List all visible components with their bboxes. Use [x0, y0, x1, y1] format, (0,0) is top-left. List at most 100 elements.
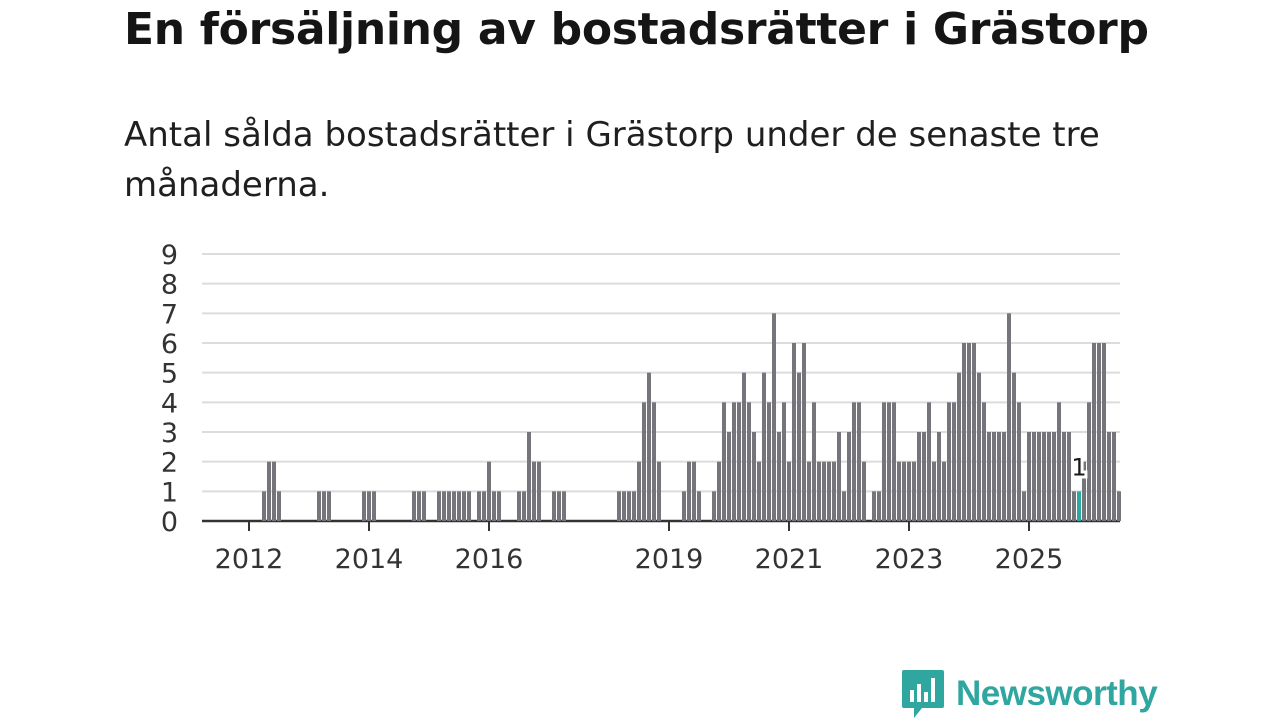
bar [737, 402, 741, 521]
bar [907, 461, 911, 521]
bar [552, 491, 556, 521]
bar [517, 491, 521, 521]
bar [1062, 432, 1066, 521]
bar [892, 402, 896, 521]
chart-bars [262, 313, 1121, 521]
bar [657, 461, 661, 521]
bar [822, 461, 826, 521]
bar [487, 461, 491, 521]
bar [1092, 343, 1096, 521]
bar [757, 461, 761, 521]
bar [792, 343, 796, 521]
bar [687, 461, 691, 521]
bar [872, 491, 876, 521]
bar [1082, 461, 1086, 521]
bar [262, 491, 266, 521]
bar [692, 461, 696, 521]
bar [977, 372, 981, 521]
bar [327, 491, 331, 521]
bar [732, 402, 736, 521]
bar [837, 432, 841, 521]
bar [622, 491, 626, 521]
bar [782, 402, 786, 521]
bar [1072, 491, 1076, 521]
bar [942, 461, 946, 521]
bar [987, 432, 991, 521]
x-tick-label: 2025 [995, 544, 1064, 575]
x-tick-label: 2016 [455, 544, 524, 575]
bar [317, 491, 321, 521]
bar [497, 491, 501, 521]
bar [882, 402, 886, 521]
bar [422, 491, 426, 521]
bar [462, 491, 466, 521]
bar [642, 402, 646, 521]
bar [1067, 432, 1071, 521]
bar [1112, 432, 1116, 521]
bar [832, 461, 836, 521]
bar [967, 343, 971, 521]
bar [492, 491, 496, 521]
bar [1007, 313, 1011, 521]
bar [847, 432, 851, 521]
bar [322, 491, 326, 521]
bar [747, 402, 751, 521]
bar [742, 372, 746, 521]
bar [1022, 491, 1026, 521]
bar [1032, 432, 1036, 521]
y-tick-label: 0 [161, 507, 178, 538]
bar [682, 491, 686, 521]
bar [557, 491, 561, 521]
bar [857, 402, 861, 521]
bar [787, 461, 791, 521]
x-tick-label: 2021 [755, 544, 824, 575]
highlight-data-label: 1 [1071, 453, 1086, 481]
bar [362, 491, 366, 521]
bar [887, 402, 891, 521]
bar [1002, 432, 1006, 521]
bar [812, 402, 816, 521]
bar [417, 491, 421, 521]
bar [1107, 432, 1111, 521]
bar [527, 432, 531, 521]
bar [852, 402, 856, 521]
x-tick-label: 2019 [635, 544, 704, 575]
bar [952, 402, 956, 521]
bar [962, 343, 966, 521]
bar [762, 372, 766, 521]
bar [982, 402, 986, 521]
bar [772, 313, 776, 521]
bar [272, 461, 276, 521]
bar [1047, 432, 1051, 521]
bar [1057, 402, 1061, 521]
bar [647, 372, 651, 521]
bar [442, 491, 446, 521]
bar [827, 461, 831, 521]
bar [902, 461, 906, 521]
bar [922, 432, 926, 521]
bar [947, 402, 951, 521]
bar [842, 491, 846, 521]
bar [1052, 432, 1056, 521]
bar [1117, 491, 1121, 521]
y-tick-label: 9 [161, 240, 178, 271]
bar [452, 491, 456, 521]
brand-name: Newsworthy [956, 674, 1158, 713]
bar [752, 432, 756, 521]
x-axis-ticks: 2012 2014 2016 2019 2021 2023 2025 [215, 521, 1064, 575]
bar [457, 491, 461, 521]
bar [367, 491, 371, 521]
bar [862, 461, 866, 521]
bar [997, 432, 1001, 521]
bar-highlighted [1077, 491, 1081, 521]
bar [927, 402, 931, 521]
y-tick-label: 4 [161, 388, 178, 419]
bar [877, 491, 881, 521]
bar [802, 343, 806, 521]
bar [767, 402, 771, 521]
bar [817, 461, 821, 521]
bar [437, 491, 441, 521]
bar [372, 491, 376, 521]
